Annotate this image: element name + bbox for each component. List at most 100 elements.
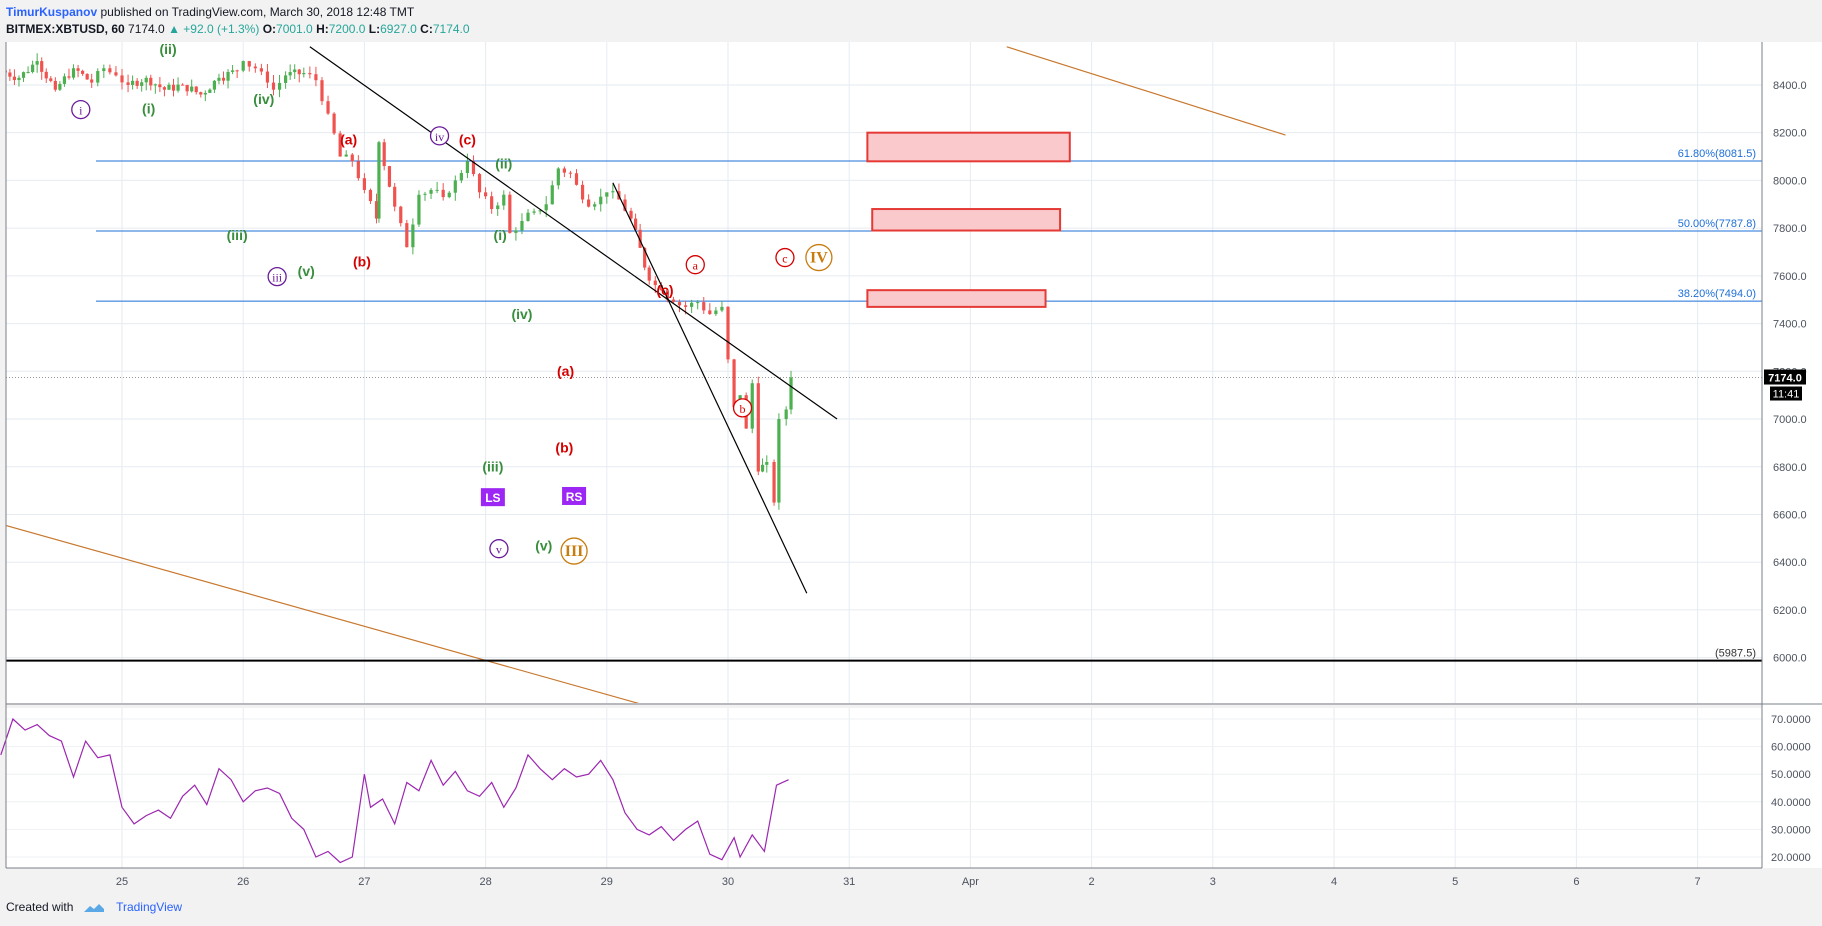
candle-up <box>26 71 30 73</box>
open-label: O: <box>262 22 277 36</box>
candle-down <box>235 70 239 72</box>
candle-up <box>203 92 207 95</box>
candle-down <box>659 285 663 291</box>
candle-down <box>562 168 566 173</box>
channel-line <box>6 524 640 703</box>
candle-down <box>181 84 185 86</box>
candle-up <box>212 80 217 90</box>
rsi-tick-label: 60.0000 <box>1771 742 1811 754</box>
y-tick-label: 7400.0 <box>1773 319 1807 331</box>
wave-label: (b) <box>353 253 371 269</box>
candle-down <box>387 166 392 187</box>
x-tick-label: 5 <box>1452 876 1458 888</box>
candle-down <box>683 305 688 307</box>
wave-label: iii <box>272 271 283 285</box>
author-link[interactable]: TimurKuspanov <box>6 5 98 19</box>
candle-up <box>690 302 694 307</box>
candle-up <box>35 61 39 65</box>
candle-down <box>120 75 124 83</box>
candle-down <box>382 142 386 167</box>
y-tick-label: 7000.0 <box>1773 414 1807 426</box>
main-plot: 61.80%(8081.5) 50.00%(7787.8) 38.20%(7494.… <box>6 42 1762 703</box>
countdown-label: 11:41 <box>1773 389 1800 401</box>
candle-up <box>144 77 148 83</box>
x-tick-label: 27 <box>358 876 370 888</box>
price-change: ▲ +92.0 (+1.3%) <box>168 22 260 36</box>
wave-label-circle <box>429 126 450 146</box>
x-tick-label: 31 <box>843 876 855 888</box>
wave-label: (iii) <box>227 227 248 243</box>
target-zone <box>866 289 1047 308</box>
wave-label: b <box>740 402 746 416</box>
candle-down <box>574 173 579 185</box>
wave-label: (iii) <box>482 459 503 475</box>
candle-down <box>623 199 627 211</box>
candle-down <box>350 154 354 162</box>
symbol-label[interactable]: BITMEX:XBTUSD, 60 <box>6 22 125 36</box>
candle-up <box>784 409 788 420</box>
candle-up <box>550 185 554 205</box>
candle-up <box>714 310 718 315</box>
candle-down <box>726 306 730 360</box>
x-tick-label: 3 <box>1210 876 1216 888</box>
y-tick-label: 6000.0 <box>1773 653 1807 665</box>
candle-up <box>599 196 603 205</box>
candle-up <box>417 194 421 225</box>
candle-down <box>708 310 712 315</box>
candle-down <box>199 92 203 95</box>
x-tick-label: 26 <box>237 876 249 888</box>
wave-label: IV <box>810 250 828 267</box>
wave-label: (c) <box>459 132 476 148</box>
low-label: L: <box>368 22 381 36</box>
candle-up <box>167 84 171 90</box>
support-level-label: (5987.5) <box>1715 648 1756 660</box>
candle-up <box>58 83 62 90</box>
candle-down <box>362 178 366 190</box>
candle-up <box>17 77 21 81</box>
candle-up <box>377 142 381 219</box>
candle-up <box>611 191 615 193</box>
rsi-pane <box>6 708 1762 868</box>
x-tick-label: 7 <box>1695 876 1701 888</box>
candle-up <box>789 377 793 410</box>
symbol-line: BITMEX:XBTUSD, 60 7174.0 ▲ +92.0 (+1.3%)… <box>6 22 470 36</box>
target-zone <box>866 131 1071 163</box>
candle-down <box>332 113 336 134</box>
candle-down <box>253 66 257 69</box>
candle-up <box>131 80 135 85</box>
candle-up <box>777 419 781 503</box>
pattern-badge <box>562 486 587 505</box>
candle-up <box>556 168 560 186</box>
wave-label: III <box>565 543 584 560</box>
candle-down <box>405 223 409 248</box>
candle-down <box>647 267 651 281</box>
candle-down <box>356 161 360 179</box>
x-tick-label: 6 <box>1573 876 1579 888</box>
candle-up <box>447 192 451 198</box>
candle-up <box>190 86 194 92</box>
candle-up <box>760 464 765 472</box>
candle-down <box>587 199 591 207</box>
wave-label: (i) <box>142 101 155 117</box>
candle-up <box>302 73 306 75</box>
tradingview-link[interactable]: TradingView <box>116 900 183 914</box>
wave-label: (ii) <box>160 41 177 57</box>
candle-down <box>665 290 669 300</box>
candle-down <box>671 299 676 303</box>
rsi-tick-label: 30.0000 <box>1771 824 1811 836</box>
candle-down <box>8 72 12 77</box>
wave-label-circle <box>489 539 509 559</box>
candle-up <box>277 82 282 90</box>
candle-up <box>226 71 230 81</box>
candle-down <box>126 82 130 85</box>
wave-label-circle <box>805 243 833 272</box>
close-value: 7174.0 <box>432 22 470 36</box>
rsi-line <box>0 717 789 864</box>
wave-label-circle <box>775 247 795 268</box>
x-tick-label: Apr <box>962 876 979 888</box>
candle-down <box>85 73 89 80</box>
candle-down <box>756 383 760 472</box>
candle-up <box>31 64 35 72</box>
candle-up <box>344 154 348 157</box>
